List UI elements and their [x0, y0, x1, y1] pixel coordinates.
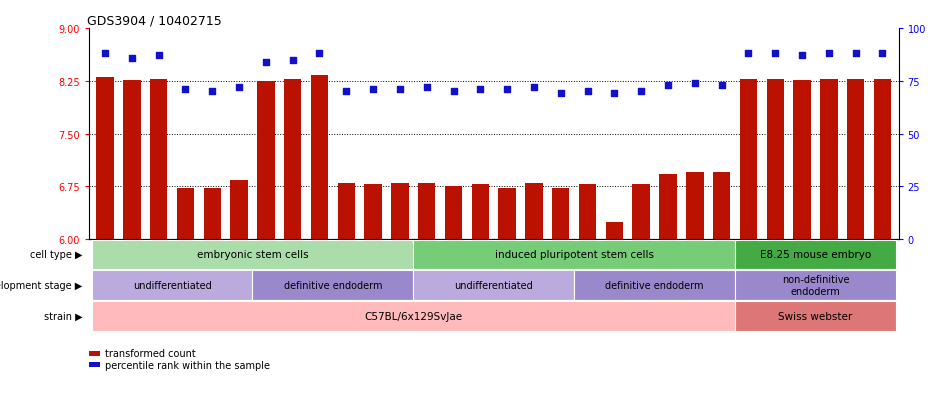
Point	[97, 51, 112, 57]
Text: definitive endoderm: definitive endoderm	[606, 280, 704, 290]
Bar	[230, 180, 248, 240]
Point	[741, 51, 756, 57]
Bar	[606, 222, 623, 240]
Point	[231, 85, 246, 91]
Point	[151, 53, 166, 59]
Bar	[391, 183, 409, 240]
Bar	[794, 81, 811, 240]
Text: definitive endoderm: definitive endoderm	[284, 280, 382, 290]
Text: Swiss webster: Swiss webster	[779, 311, 853, 321]
Bar	[418, 183, 435, 240]
Bar	[150, 79, 168, 240]
Point	[661, 83, 676, 89]
Point	[312, 51, 327, 57]
Bar	[499, 189, 516, 240]
Bar	[445, 186, 462, 240]
Bar	[633, 184, 650, 240]
Bar	[96, 78, 113, 240]
Point	[178, 87, 193, 93]
Bar	[472, 184, 489, 240]
Point	[124, 55, 139, 62]
Text: induced pluripotent stem cells: induced pluripotent stem cells	[494, 250, 653, 260]
Point	[714, 83, 729, 89]
Point	[366, 87, 381, 93]
Bar	[686, 173, 704, 240]
Bar	[177, 188, 194, 240]
Bar	[525, 183, 543, 240]
Bar	[739, 79, 757, 240]
Point	[687, 81, 702, 87]
Bar	[203, 189, 221, 240]
Point	[607, 91, 622, 97]
Bar	[713, 173, 730, 240]
Text: percentile rank within the sample: percentile rank within the sample	[105, 360, 270, 370]
Text: C57BL/6x129SvJae: C57BL/6x129SvJae	[364, 311, 462, 321]
Text: undifferentiated: undifferentiated	[133, 280, 212, 290]
Point	[580, 89, 595, 95]
Bar	[284, 80, 301, 240]
Text: embryonic stem cells: embryonic stem cells	[197, 250, 308, 260]
Text: transformed count: transformed count	[105, 349, 196, 358]
Point	[526, 85, 541, 91]
Point	[339, 89, 354, 95]
Bar	[124, 81, 140, 240]
Point	[205, 89, 220, 95]
Point	[419, 85, 434, 91]
Point	[768, 51, 782, 57]
Bar	[578, 184, 596, 240]
Bar	[874, 80, 891, 240]
Bar	[364, 184, 382, 240]
Point	[285, 57, 300, 64]
Point	[258, 59, 273, 66]
Point	[795, 53, 810, 59]
Bar	[552, 189, 569, 240]
Bar	[257, 82, 274, 240]
Point	[822, 51, 837, 57]
Bar	[820, 80, 838, 240]
Bar	[767, 79, 784, 240]
Text: non-definitive
endoderm: non-definitive endoderm	[782, 275, 849, 296]
Text: development stage ▶: development stage ▶	[0, 280, 82, 290]
Point	[446, 89, 461, 95]
Point	[473, 87, 488, 93]
Point	[875, 51, 890, 57]
Point	[634, 89, 649, 95]
Point	[392, 87, 407, 93]
Point	[848, 51, 863, 57]
Bar	[311, 76, 329, 240]
Bar	[659, 174, 677, 240]
Bar	[338, 183, 355, 240]
Text: strain ▶: strain ▶	[44, 311, 82, 321]
Text: GDS3904 / 10402715: GDS3904 / 10402715	[87, 15, 222, 28]
Text: undifferentiated: undifferentiated	[454, 280, 534, 290]
Text: cell type ▶: cell type ▶	[30, 250, 82, 260]
Point	[553, 91, 568, 97]
Text: E8.25 mouse embryo: E8.25 mouse embryo	[760, 250, 871, 260]
Point	[500, 87, 515, 93]
Bar	[847, 80, 864, 240]
